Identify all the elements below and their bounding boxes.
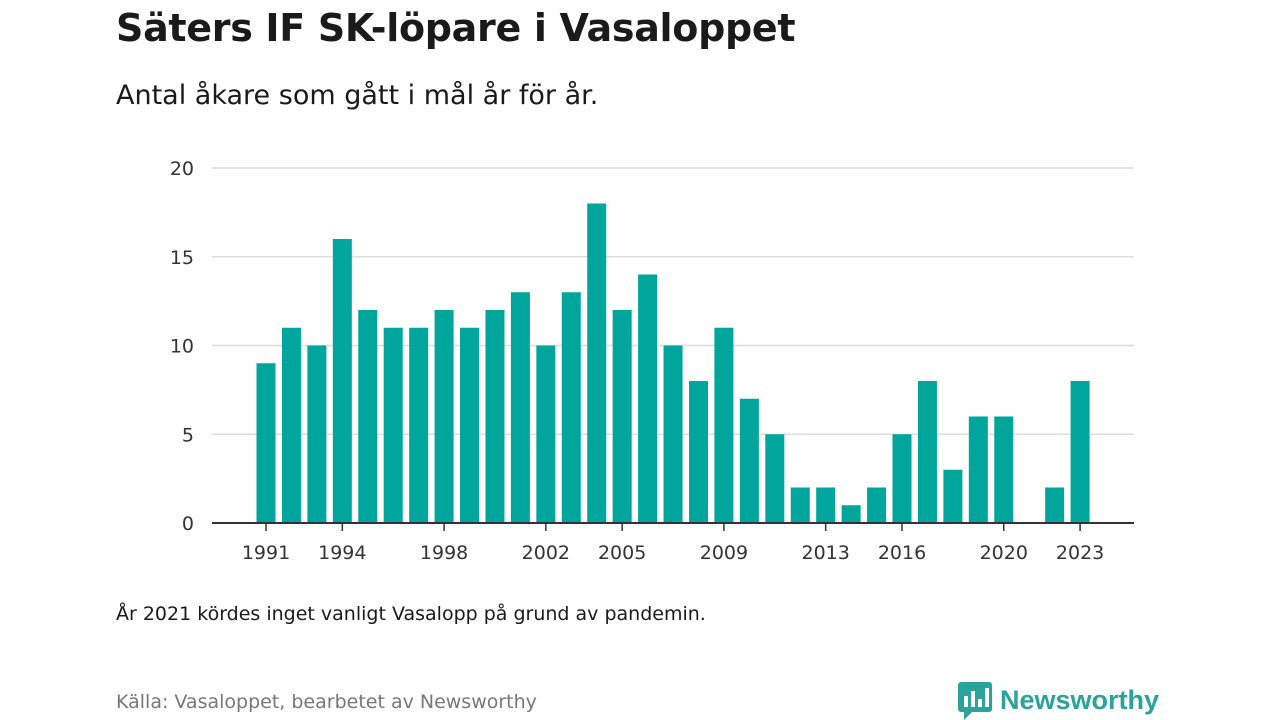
bar-2016 <box>892 434 912 523</box>
bar-2001 <box>510 292 530 523</box>
x-tick-label: 1991 <box>242 542 290 564</box>
bars <box>256 203 1090 523</box>
bar-2022 <box>1045 487 1065 523</box>
bar-1997 <box>409 327 429 523</box>
bar-2009 <box>714 327 734 523</box>
x-tick-label: 2016 <box>878 542 926 564</box>
bar-2014 <box>841 505 861 523</box>
x-tick-label: 2009 <box>700 542 748 564</box>
x-tick-label: 1994 <box>318 542 366 564</box>
bar-2003 <box>561 292 581 523</box>
bar-2017 <box>917 381 937 523</box>
bar-2002 <box>536 345 556 523</box>
bar-2005 <box>612 310 632 523</box>
x-tick-label: 2013 <box>802 542 850 564</box>
bar-1994 <box>332 239 352 523</box>
chart-subtitle: Antal åkare som gått i mål år för år. <box>116 80 599 111</box>
bar-2011 <box>765 434 785 523</box>
bar-chart: 0 5 10 15 20 1991 1994 1998 2002 2005 2009 2013 201… <box>170 158 1134 564</box>
y-tick-label: 15 <box>170 247 194 269</box>
x-tick-label: 2002 <box>522 542 570 564</box>
bar-1995 <box>358 310 378 523</box>
bar-2000 <box>485 310 505 523</box>
bar-1993 <box>307 345 327 523</box>
y-tick-label: 5 <box>182 424 194 446</box>
source-credit: Källa: Vasaloppet, bearbetet av Newswort… <box>116 691 537 713</box>
y-axis-ticks: 0 5 10 15 20 <box>170 158 194 535</box>
bar-2010 <box>739 398 759 523</box>
bar-2020 <box>994 416 1014 523</box>
bar-2015 <box>867 487 887 523</box>
bar-2012 <box>790 487 810 523</box>
bar-2004 <box>587 203 607 523</box>
x-axis-ticks: 1991 1994 1998 2002 2005 2009 2013 2016 2020 2023 <box>242 523 1104 564</box>
x-tick-label: 2005 <box>598 542 646 564</box>
newsworthy-logo-icon <box>958 682 992 720</box>
bar-2019 <box>968 416 988 523</box>
bar-2023 <box>1070 381 1090 523</box>
bar-1991 <box>256 363 276 523</box>
bar-1992 <box>281 327 301 523</box>
bar-1996 <box>383 327 403 523</box>
footnote: År 2021 kördes inget vanligt Vasalopp på… <box>116 603 706 625</box>
bar-2013 <box>816 487 836 523</box>
brand-name: Newsworthy <box>1000 684 1160 715</box>
bar-2006 <box>638 274 658 523</box>
y-tick-label: 10 <box>170 336 194 358</box>
x-tick-label: 2023 <box>1056 542 1104 564</box>
bar-2008 <box>688 381 708 523</box>
bar-1999 <box>460 327 480 523</box>
bar-2007 <box>663 345 683 523</box>
x-tick-label: 1998 <box>420 542 468 564</box>
y-tick-label: 20 <box>170 158 194 180</box>
y-tick-label: 0 <box>182 513 194 535</box>
chart-title: Säters IF SK-löpare i Vasaloppet <box>116 6 796 50</box>
newsworthy-logo[interactable]: Newsworthy <box>958 680 1159 720</box>
bar-2018 <box>943 469 963 523</box>
bar-1998 <box>434 310 454 523</box>
x-tick-label: 2020 <box>980 542 1028 564</box>
